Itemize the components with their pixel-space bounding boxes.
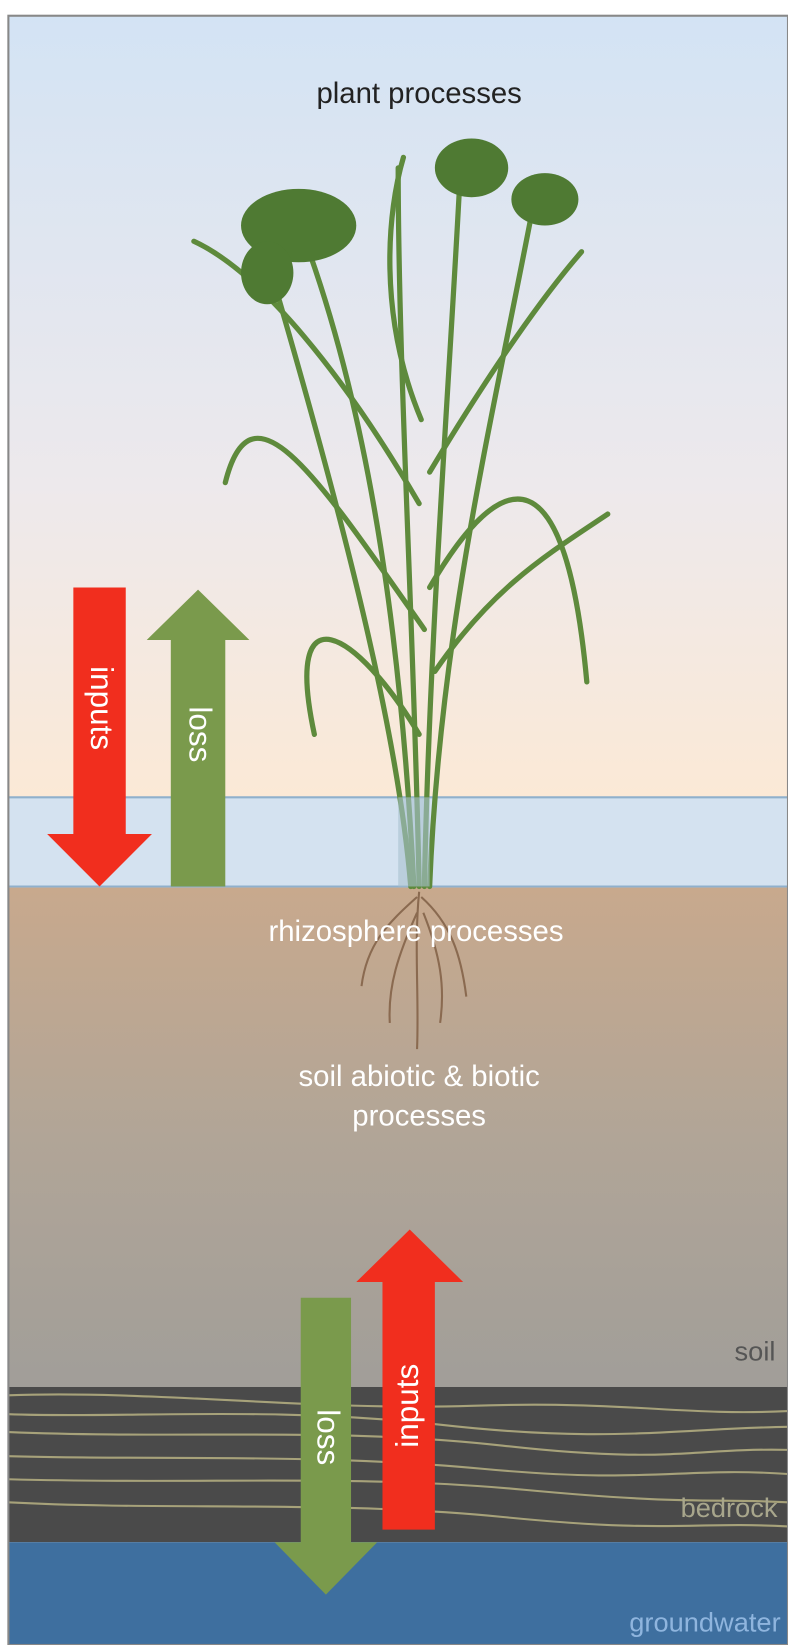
- label-plant: plant processes: [316, 77, 521, 110]
- arrow-label: loss: [311, 1409, 346, 1465]
- arrow-loss-up: [146, 589, 250, 887]
- seed-heads: [241, 138, 579, 305]
- arrow-inputs-up: [356, 1229, 464, 1530]
- label-soil: soil: [735, 1336, 776, 1367]
- stem-base: [398, 797, 430, 887]
- arrow-loss-down: [274, 1297, 378, 1595]
- bedrock-strata: [8, 1393, 788, 1528]
- label-soil-processes: processes: [352, 1100, 486, 1133]
- groundwater: [8, 1542, 788, 1645]
- roots: [360, 891, 468, 1050]
- frame: [7, 14, 788, 1645]
- label-bedrock: bedrock: [681, 1492, 778, 1523]
- label-groundwater: groundwater: [629, 1606, 780, 1637]
- arrow-label: inputs: [390, 1364, 425, 1448]
- label-soil-processes: soil abiotic & biotic: [299, 1060, 540, 1093]
- arrow-label: inputs: [84, 666, 119, 750]
- arrow-label: loss: [183, 706, 218, 762]
- label-rhizosphere: rhizosphere processes: [268, 915, 563, 948]
- plant: [191, 154, 611, 890]
